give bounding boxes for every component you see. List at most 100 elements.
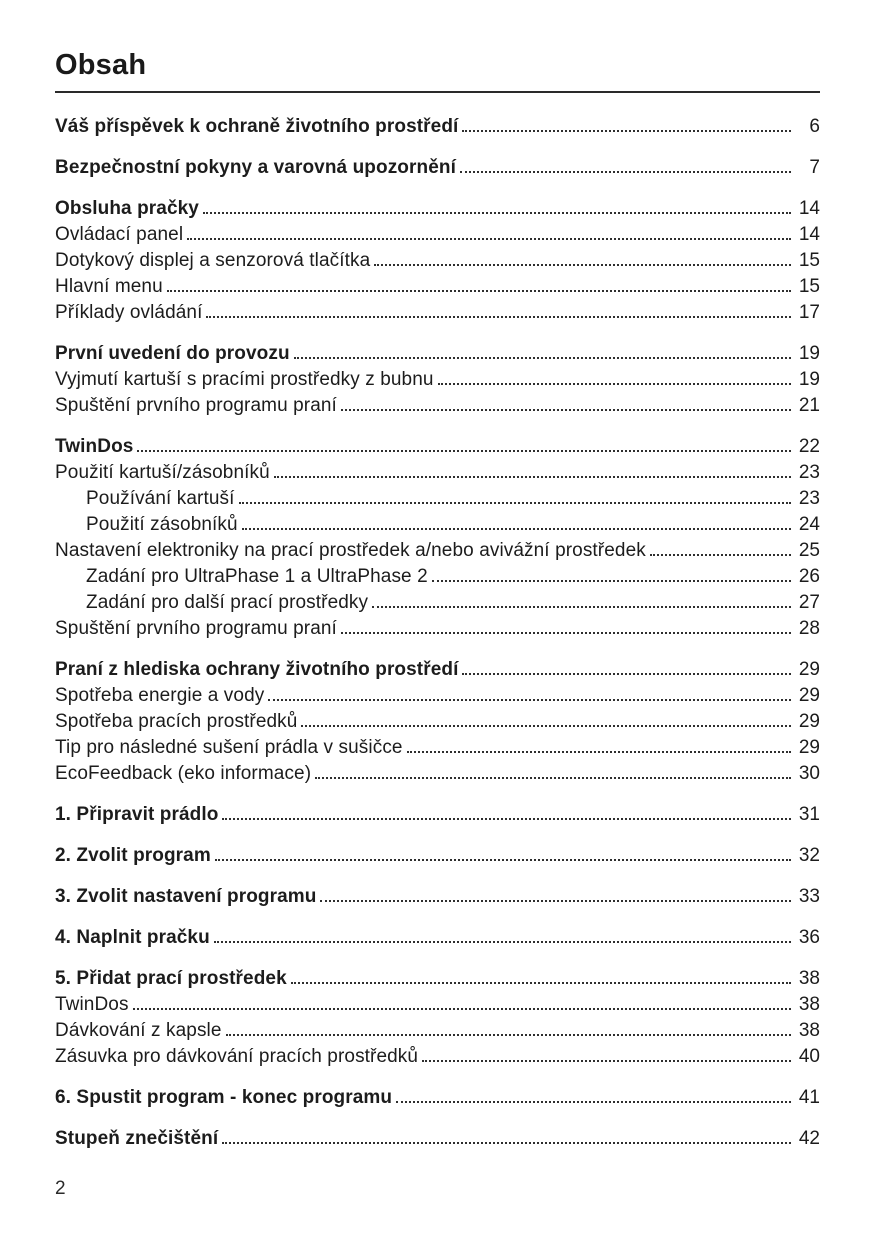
toc-entry-label: Ovládací panel (55, 224, 184, 245)
toc-entry-label: Tip pro následné sušení prádla v sušičce (55, 737, 403, 758)
toc-entry-label: 6. Spustit program - konec programu (55, 1087, 393, 1108)
toc-entry: TwinDos 22 (55, 434, 820, 460)
toc-entry-label: 3. Zvolit nastavení programu (55, 886, 317, 907)
toc-entry: Spuštění prvního programu praní 28 (55, 616, 820, 642)
toc-entry-label: Spotřeba energie a vody (55, 685, 265, 706)
toc-entry-label: 2. Zvolit program (55, 845, 211, 866)
toc-entry-page: 15 (798, 250, 820, 271)
toc-leader-dots (320, 885, 791, 902)
toc-leader-dots (206, 301, 791, 318)
toc-entry-page: 14 (798, 198, 820, 219)
toc-entry: První uvedení do provozu 19 (55, 341, 820, 367)
toc-entry-page: 23 (798, 462, 820, 483)
toc-leader-dots (437, 368, 791, 385)
toc-entry: Použití kartuší/zásobníků 23 (55, 460, 820, 486)
toc-entry: Nastavení elektroniky na prací prostřede… (55, 538, 820, 564)
toc-entry-page: 22 (798, 436, 820, 457)
toc-entry-label: EcoFeedback (eko informace) (55, 763, 312, 784)
toc-entry-label: Bezpečnostní pokyny a varovná upozornění (55, 157, 456, 178)
toc-entry-page: 29 (798, 737, 820, 758)
toc-leader-dots (273, 461, 791, 478)
toc-entry-page: 30 (798, 763, 820, 784)
toc-entry-page: 29 (798, 711, 820, 732)
toc-entry-label: Použití kartuší/zásobníků (55, 462, 270, 483)
toc-leader-dots (340, 394, 791, 411)
toc-leader-dots (293, 342, 791, 359)
toc-entry-label: Obsluha pračky (55, 198, 199, 219)
toc-entry-page: 6 (809, 116, 820, 137)
toc-leader-dots (238, 487, 791, 504)
toc-entry: 5. Přidat prací prostředek 38 (55, 966, 820, 992)
toc-leader-dots (372, 591, 791, 608)
toc-leader-dots (431, 565, 791, 582)
toc-entry-page: 25 (798, 540, 820, 561)
toc-entry-page: 17 (798, 302, 820, 323)
toc-entry-page: 32 (798, 845, 820, 866)
toc-entry-page: 19 (798, 369, 820, 390)
toc-entry-label: Používání kartuší (86, 488, 235, 509)
toc-entry-page: 21 (798, 395, 820, 416)
toc-entry: Dotykový displej a senzorová tlačítka 15 (55, 248, 820, 274)
toc-entry-label: Zadání pro další prací prostředky (86, 592, 369, 613)
toc-entry: Praní z hlediska ochrany životního prost… (55, 657, 820, 683)
toc-entry: 4. Naplnit pračku 36 (55, 925, 820, 951)
toc-entry: Tip pro následné sušení prádla v sušičce… (55, 735, 820, 761)
toc-entry-label: Příklady ovládání (55, 302, 203, 323)
toc-leader-dots (213, 926, 791, 943)
toc-entry-label: Váš příspěvek k ochraně životního prostř… (55, 116, 459, 137)
toc-entry-label: 5. Přidat prací prostředek (55, 968, 287, 989)
footer-page-number: 2 (55, 1178, 66, 1199)
toc-leader-dots (462, 658, 791, 675)
toc-leader-dots (222, 803, 791, 820)
toc-entry-label: TwinDos (55, 436, 134, 457)
toc-leader-dots (340, 617, 791, 634)
toc-entry: Váš příspěvek k ochraně životního prostř… (55, 114, 820, 140)
toc-leader-dots (649, 539, 791, 556)
toc-entry: Vyjmutí kartuší s pracími prostředky z b… (55, 367, 820, 393)
toc-leader-dots (422, 1045, 791, 1062)
toc-entry: 1. Připravit prádlo 31 (55, 802, 820, 828)
toc-leader-dots (396, 1086, 791, 1103)
toc-entry: Dávkování z kapsle 38 (55, 1018, 820, 1044)
toc-entry: 6. Spustit program - konec programu 41 (55, 1085, 820, 1111)
toc-entry: Ovládací panel 14 (55, 222, 820, 248)
toc-entry-page: 15 (798, 276, 820, 297)
toc-leader-dots (459, 156, 791, 173)
toc-leader-dots (301, 710, 791, 727)
toc-entry-label: Použití zásobníků (86, 514, 238, 535)
toc-leader-dots (187, 223, 791, 240)
toc-entry: Zásuvka pro dávkování pracích prostředků… (55, 1044, 820, 1070)
toc-entry-label: První uvedení do provozu (55, 343, 290, 364)
toc-entry-page: 19 (798, 343, 820, 364)
toc-entry-page: 24 (798, 514, 820, 535)
toc-entry: Zadání pro UltraPhase 1 a UltraPhase 2 26 (55, 564, 820, 590)
toc-leader-dots (225, 1019, 791, 1036)
toc-entry-label: Nastavení elektroniky na prací prostřede… (55, 540, 646, 561)
toc-leader-dots (214, 844, 791, 861)
toc-entry: Spotřeba energie a vody 29 (55, 683, 820, 709)
toc-leader-dots (166, 275, 791, 292)
table-of-contents: Váš příspěvek k ochraně životního prostř… (55, 114, 820, 1152)
toc-leader-dots (202, 197, 791, 214)
toc-entry: EcoFeedback (eko informace) 30 (55, 761, 820, 787)
toc-leader-dots (132, 993, 791, 1010)
toc-entry-page: 28 (798, 618, 820, 639)
toc-entry: Hlavní menu 15 (55, 274, 820, 300)
toc-entry-label: Stupeň znečištění (55, 1128, 219, 1149)
toc-entry-page: 23 (798, 488, 820, 509)
toc-entry: Stupeň znečištění 42 (55, 1126, 820, 1152)
toc-entry-page: 38 (798, 994, 820, 1015)
toc-entry-label: Zásuvka pro dávkování pracích prostředků (55, 1046, 419, 1067)
toc-entry-page: 41 (798, 1087, 820, 1108)
toc-leader-dots (137, 435, 791, 452)
title-divider (55, 91, 820, 93)
toc-entry-label: Hlavní menu (55, 276, 163, 297)
toc-entry: Obsluha pračky 14 (55, 196, 820, 222)
toc-entry-label: Dotykový displej a senzorová tlačítka (55, 250, 371, 271)
toc-entry-page: 27 (798, 592, 820, 613)
toc-leader-dots (290, 967, 791, 984)
toc-entry: Spuštění prvního programu praní 21 (55, 393, 820, 419)
toc-entry-page: 14 (798, 224, 820, 245)
toc-entry-page: 26 (798, 566, 820, 587)
